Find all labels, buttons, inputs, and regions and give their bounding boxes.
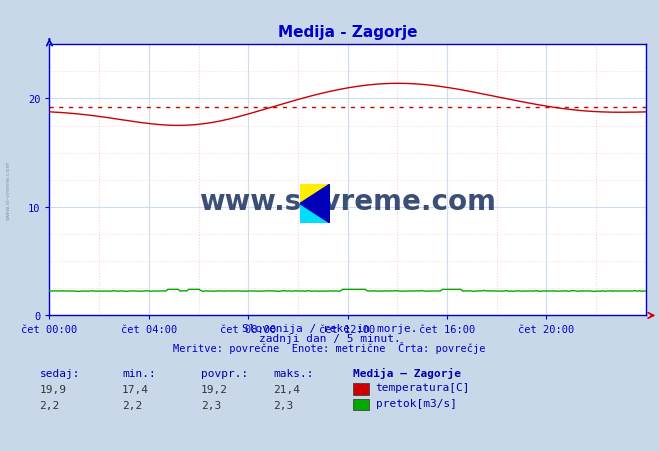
Polygon shape [300,185,330,204]
Polygon shape [300,185,330,223]
Text: 2,3: 2,3 [201,400,221,410]
Text: 19,2: 19,2 [201,384,228,394]
Text: Medija – Zagorje: Medija – Zagorje [353,368,461,378]
Text: 17,4: 17,4 [122,384,149,394]
Text: povpr.:: povpr.: [201,368,248,378]
Text: temperatura[C]: temperatura[C] [376,382,470,392]
Text: zadnji dan / 5 minut.: zadnji dan / 5 minut. [258,333,401,343]
Text: www.si-vreme.com: www.si-vreme.com [199,188,496,216]
Text: pretok[m3/s]: pretok[m3/s] [376,398,457,408]
Text: min.:: min.: [122,368,156,378]
Text: Slovenija / reke in morje.: Slovenija / reke in morje. [242,323,417,333]
Text: sedaj:: sedaj: [40,368,80,378]
Polygon shape [300,204,330,223]
Text: maks.:: maks.: [273,368,314,378]
Text: Meritve: povrečne  Enote: metrične  Črta: povrečje: Meritve: povrečne Enote: metrične Črta: … [173,341,486,353]
Text: 2,2: 2,2 [40,400,60,410]
Text: 2,2: 2,2 [122,400,142,410]
Text: 19,9: 19,9 [40,384,67,394]
Text: www.si-vreme.com: www.si-vreme.com [5,160,11,219]
Title: Medija - Zagorje: Medija - Zagorje [278,25,417,40]
Text: 2,3: 2,3 [273,400,294,410]
Text: 21,4: 21,4 [273,384,301,394]
